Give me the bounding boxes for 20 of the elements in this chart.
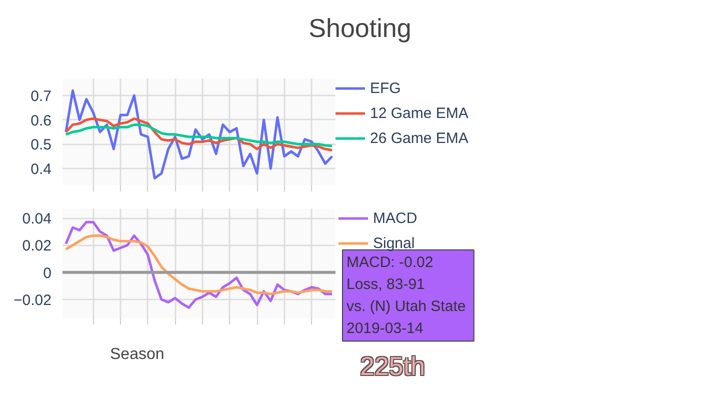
line-series — [64, 123, 334, 148]
text: 225th — [360, 350, 426, 383]
y-tick-label: 0.6 — [30, 112, 52, 130]
y-tick-label: −0.02 — [14, 292, 52, 309]
y-tick-label: 0 — [43, 264, 52, 282]
text: MACD: -0.02 Loss, 83-91 vs. (N) Utah State 2019-03-14 — [346, 254, 466, 338]
y-tick-label: 0.4 — [30, 160, 52, 178]
legend-label: 12 Game EMA — [370, 104, 468, 122]
line-series — [64, 117, 334, 152]
legend-label: EFG — [370, 80, 401, 96]
line-series — [64, 234, 334, 296]
legend-label: 26 Game EMA — [370, 130, 468, 146]
legend-label: MACD — [373, 210, 418, 226]
y-tick-label: 0.7 — [30, 88, 52, 106]
chart-title: Shooting — [308, 12, 412, 45]
y-tick-label: 0.04 — [22, 210, 52, 228]
y-tick-label: 0.5 — [30, 136, 52, 154]
legend-label: Signal — [373, 234, 415, 252]
y-tick-label: 0.02 — [22, 238, 52, 255]
text: Season — [110, 345, 164, 365]
